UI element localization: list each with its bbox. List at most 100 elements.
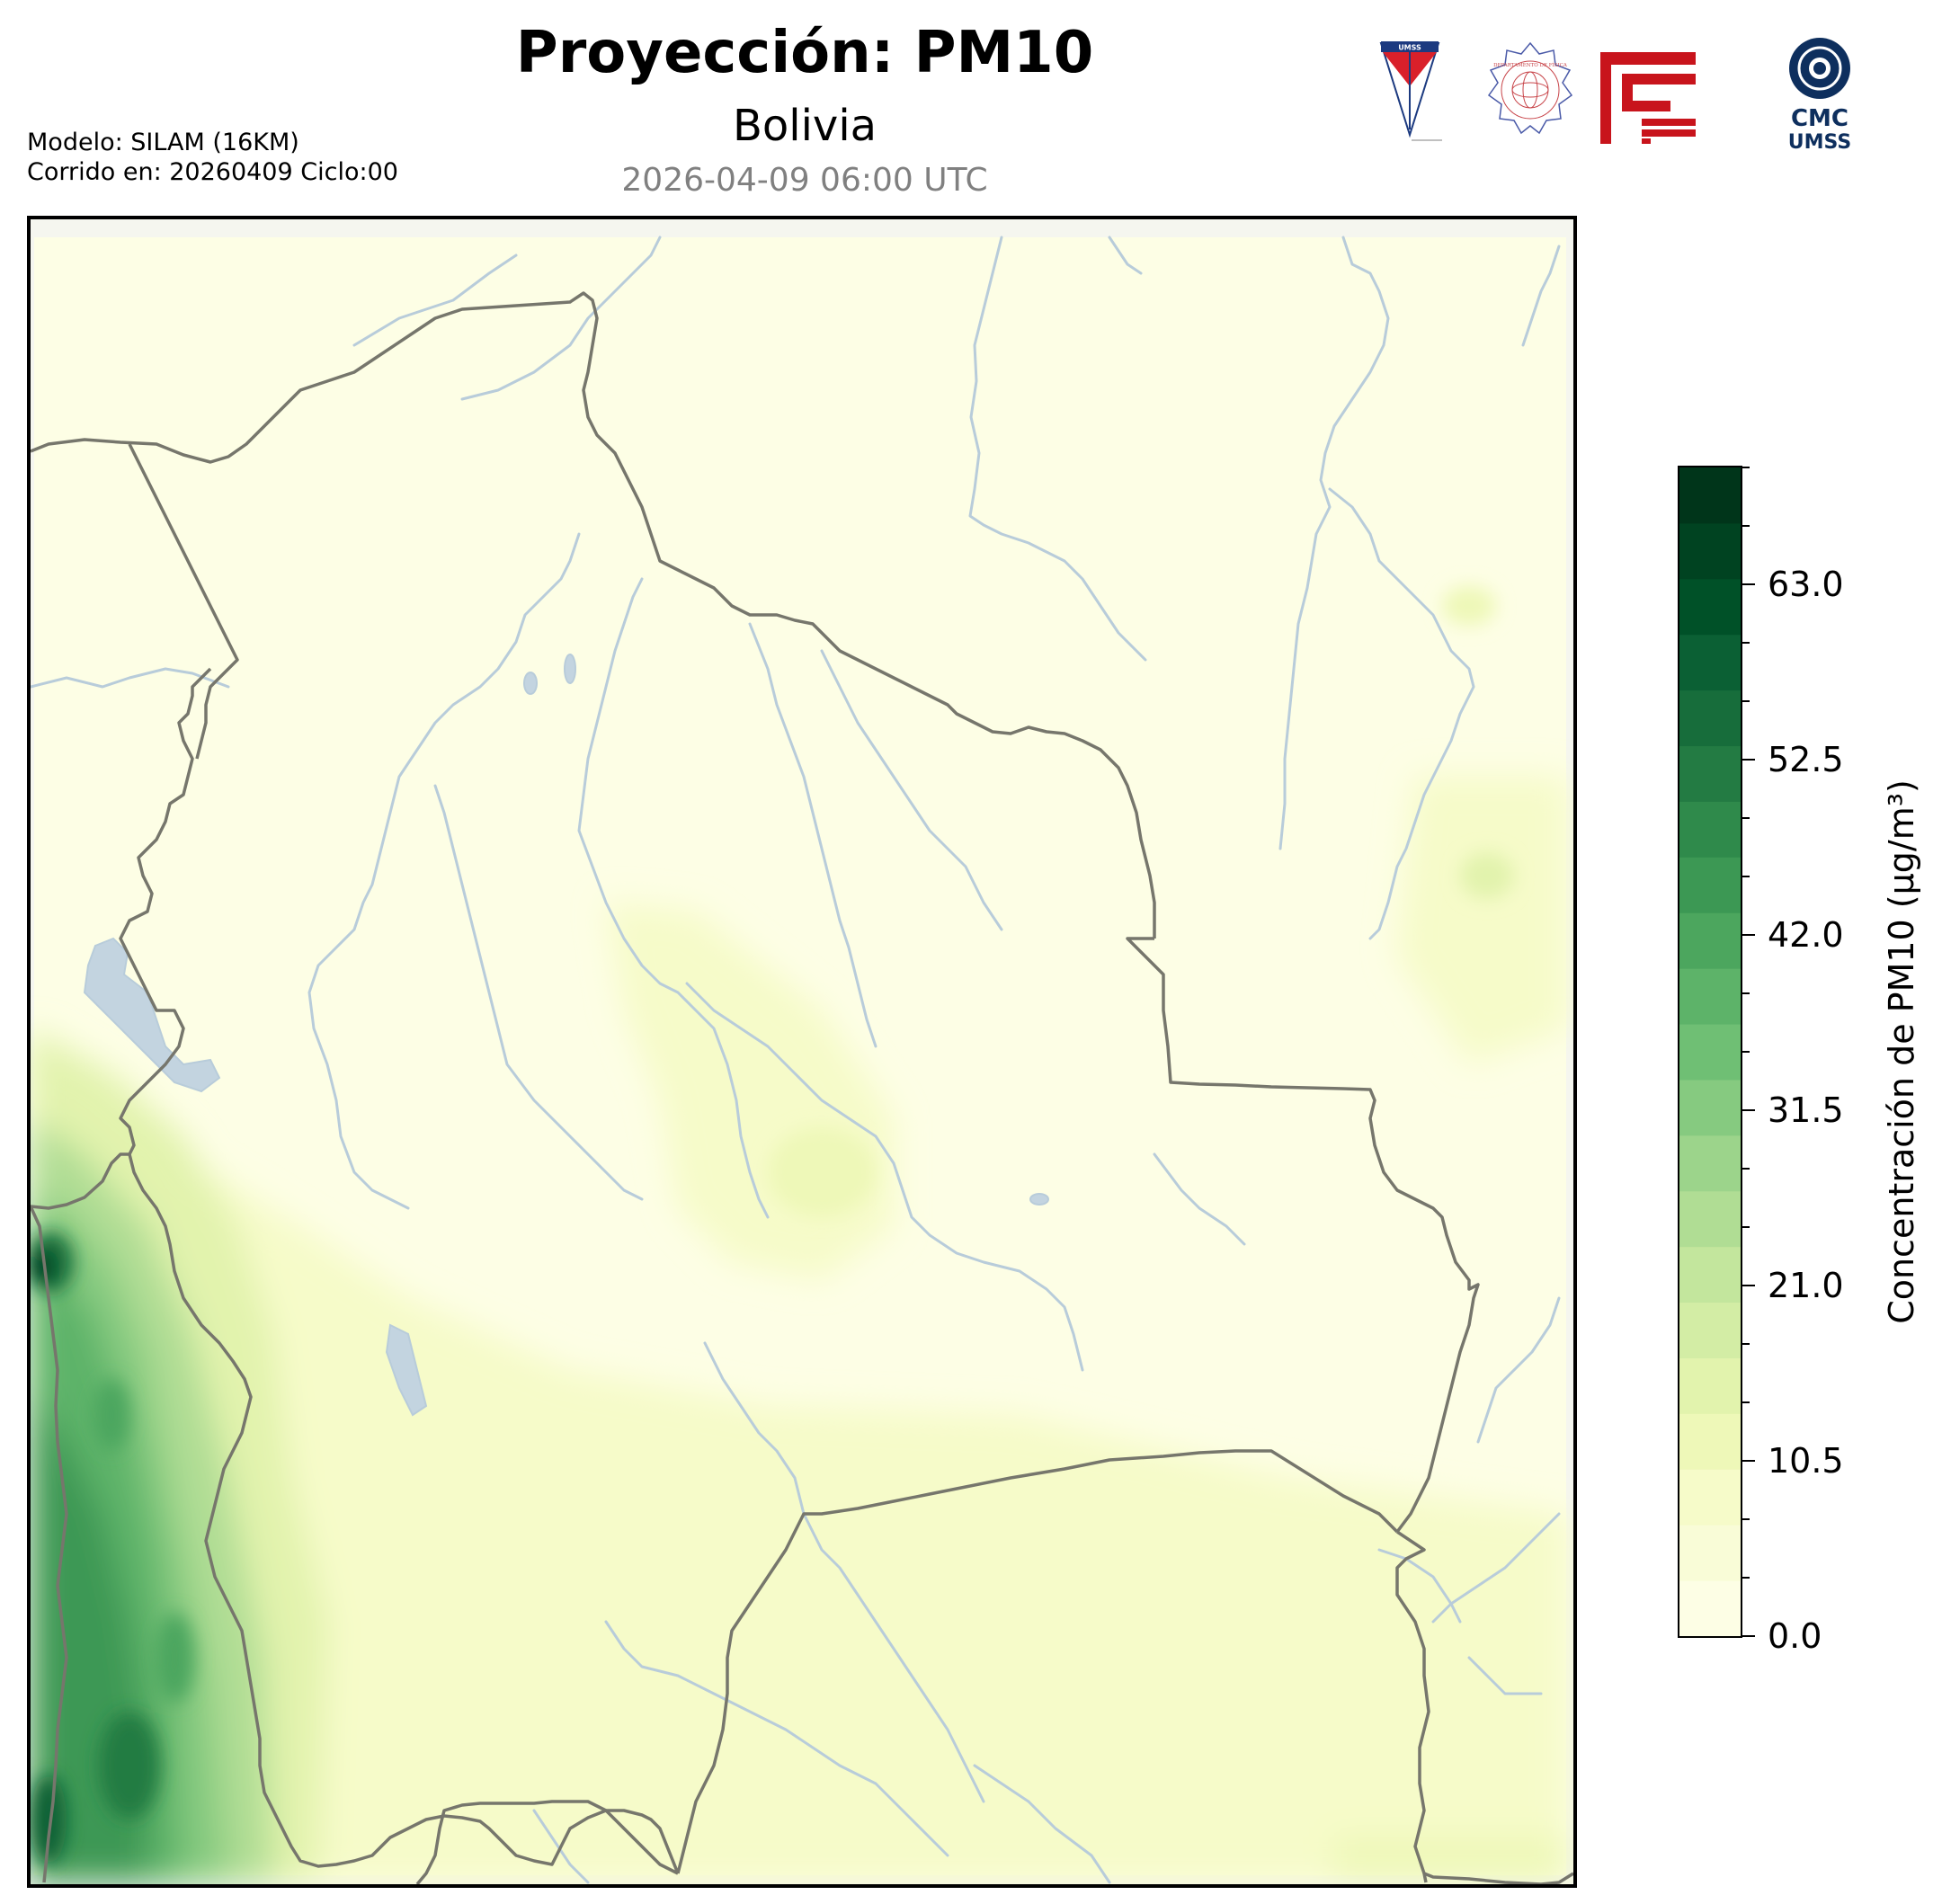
colorbar-band bbox=[1679, 1190, 1741, 1248]
colorbar-band bbox=[1679, 912, 1741, 969]
model-run-line: Corrido en: 20260409 Ciclo:00 bbox=[27, 158, 398, 186]
colorbar-tick-label: 10.5 bbox=[1768, 1441, 1844, 1481]
model-info: Modelo: SILAM (16KM) Corrido en: 2026040… bbox=[27, 128, 398, 187]
colorbar-band bbox=[1679, 467, 1741, 524]
river bbox=[577, 577, 770, 1219]
colorbar-band bbox=[1679, 1525, 1741, 1581]
colorbar-minor-tick bbox=[1742, 700, 1750, 702]
river bbox=[1377, 1548, 1462, 1624]
river bbox=[1328, 487, 1475, 940]
colorbar-major-tick bbox=[1742, 1109, 1755, 1111]
river bbox=[532, 1809, 590, 1884]
river bbox=[685, 982, 1084, 1372]
colorbar-major-tick bbox=[1742, 1460, 1755, 1462]
colorbar-band bbox=[1679, 634, 1741, 691]
river bbox=[307, 532, 581, 1210]
colorbar-tick-label: 52.5 bbox=[1768, 740, 1844, 779]
border-paraguay-west bbox=[676, 1449, 1399, 1874]
lake-rogaguado bbox=[523, 672, 538, 695]
river bbox=[604, 1620, 949, 1857]
colorbar-tick-label: 42.0 bbox=[1768, 915, 1844, 955]
institution-logos: UMSS DEPARTAMENTO DE FÍSICA CMC UMSS bbox=[1376, 36, 1879, 154]
lakes bbox=[83, 654, 1049, 1417]
colorbar-band bbox=[1679, 522, 1741, 580]
colorbar-band bbox=[1679, 1357, 1741, 1414]
colorbar-band bbox=[1679, 1246, 1741, 1303]
colorbar-band bbox=[1679, 1413, 1741, 1470]
colorbar-minor-tick bbox=[1742, 1577, 1750, 1579]
border-brazil-south bbox=[1423, 1872, 1573, 1884]
colorbar-gradient bbox=[1679, 467, 1741, 1636]
country-borders bbox=[31, 291, 1573, 1884]
umss-logo-text: UMSS bbox=[1788, 131, 1851, 154]
border-brazil-west bbox=[1126, 937, 1480, 1534]
cmc-umss-logo: CMC UMSS bbox=[1788, 38, 1851, 154]
physics-dept-seal-text: DEPARTAMENTO DE FÍSICA bbox=[1493, 62, 1568, 68]
colorbar-tick-label: 21.0 bbox=[1768, 1266, 1844, 1305]
umss-shield-logo: UMSS bbox=[1379, 41, 1442, 141]
model-name-line: Modelo: SILAM (16KM) bbox=[27, 129, 299, 156]
pm10-hotspots bbox=[31, 586, 1514, 1864]
river bbox=[1431, 1512, 1561, 1624]
border-peru-north bbox=[31, 291, 1156, 939]
river bbox=[352, 254, 518, 347]
river bbox=[748, 622, 877, 1048]
river bbox=[433, 784, 644, 1201]
border-peru-inner bbox=[128, 443, 239, 760]
colorbar-band bbox=[1679, 1302, 1741, 1358]
colorbar-band bbox=[1679, 1580, 1741, 1636]
border-argentina bbox=[415, 1800, 679, 1884]
colorbar-minor-tick bbox=[1742, 1343, 1750, 1345]
colorbar-minor-tick bbox=[1742, 876, 1750, 877]
pm10-colorbar bbox=[1678, 466, 1742, 1638]
lake-poopo bbox=[385, 1323, 428, 1417]
lake-titicaca bbox=[83, 937, 221, 1093]
colorbar-minor-tick bbox=[1742, 817, 1750, 819]
colorbar-minor-tick bbox=[1742, 992, 1750, 994]
colorbar-minor-tick bbox=[1742, 642, 1750, 644]
colorbar-band bbox=[1679, 1469, 1741, 1526]
physics-dept-seal-logo: DEPARTAMENTO DE FÍSICA bbox=[1487, 41, 1573, 135]
colorbar-title: Concentración de PM10 (µg/m³) bbox=[1882, 779, 1921, 1324]
colorbar-minor-tick bbox=[1742, 1051, 1750, 1053]
river bbox=[820, 649, 1003, 931]
river bbox=[1108, 236, 1143, 275]
colorbar-minor-tick bbox=[1742, 1518, 1750, 1520]
rivers bbox=[31, 236, 1561, 1884]
colorbar-tick-label: 63.0 bbox=[1768, 565, 1844, 604]
river bbox=[31, 667, 230, 689]
river bbox=[1153, 1152, 1246, 1246]
river bbox=[1278, 236, 1390, 850]
colorbar-band bbox=[1679, 1134, 1741, 1192]
colorbar-minor-tick bbox=[1742, 1401, 1750, 1403]
pm10-map bbox=[27, 216, 1577, 1888]
colorbar-minor-tick bbox=[1742, 1226, 1750, 1228]
colorbar-major-tick bbox=[1742, 1635, 1755, 1637]
border-chile-south bbox=[31, 1206, 68, 1883]
colorbar-band bbox=[1679, 801, 1741, 858]
border-chile bbox=[31, 667, 212, 1210]
colorbar-major-tick bbox=[1742, 759, 1755, 761]
colorbar-band bbox=[1679, 968, 1741, 1025]
lake-huaytunas bbox=[564, 654, 576, 684]
colorbar-minor-tick bbox=[1742, 1168, 1750, 1170]
colorbar-band bbox=[1679, 578, 1741, 636]
river bbox=[1476, 1296, 1561, 1444]
river bbox=[703, 1341, 985, 1803]
red-faculty-logo bbox=[1600, 52, 1696, 144]
colorbar-band bbox=[1679, 1024, 1741, 1081]
colorbar-band bbox=[1679, 690, 1741, 747]
colorbar-major-tick bbox=[1742, 583, 1755, 585]
lake-concepcion bbox=[1029, 1193, 1049, 1206]
map-title: Proyección: PM10 bbox=[515, 20, 1094, 86]
pm10-map-canvas bbox=[31, 219, 1573, 1884]
forecast-timestamp: 2026-04-09 06:00 UTC bbox=[621, 162, 988, 199]
river bbox=[973, 1764, 1111, 1884]
border-paraguay bbox=[1395, 1530, 1430, 1883]
border-argentina-chile bbox=[128, 1153, 680, 1874]
colorbar-major-tick bbox=[1742, 1285, 1755, 1286]
colorbar-major-tick bbox=[1742, 934, 1755, 936]
colorbar-tick-label: 0.0 bbox=[1768, 1616, 1822, 1656]
colorbar-tick-label: 31.5 bbox=[1768, 1090, 1844, 1130]
river bbox=[1467, 1656, 1543, 1695]
